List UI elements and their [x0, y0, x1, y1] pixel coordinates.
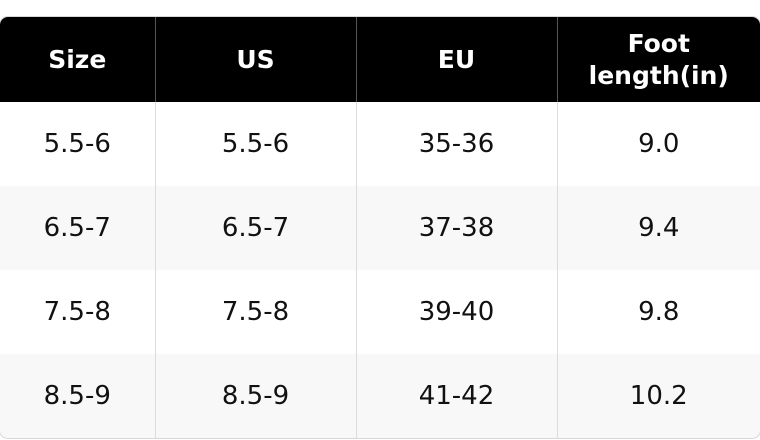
table-cell: 9.0: [638, 129, 680, 159]
size-table-container: Size US EU Foot length(in) 5.5-6 5.5-6 35-36 9…: [0, 17, 760, 438]
header-cell: Foot length(in): [557, 17, 760, 102]
table-row: 5.5-6 5.5-6 35-36 9.0: [0, 102, 760, 186]
table-cell: 39-40: [356, 270, 558, 354]
table-cell: 6.5-7: [155, 186, 357, 270]
table-cell: 9.8: [638, 297, 680, 327]
table-cell: 8.5-9: [155, 354, 357, 438]
table-cell: 37-38: [356, 186, 558, 270]
table-row: 7.5-8 7.5-8 39-40 9.8: [0, 270, 760, 354]
header-cell: EU: [356, 17, 558, 102]
table-cell: 9.4: [557, 186, 760, 270]
table-cell: 7.5-8: [0, 270, 156, 354]
header-cell: US: [155, 17, 357, 102]
table-cell: 5.5-6: [155, 102, 357, 186]
table-row: 8.5-9 8.5-9 41-42 10.2: [0, 354, 760, 438]
table-cell: 8.5-9: [0, 354, 156, 438]
table-cell: 6.5-7: [0, 186, 156, 270]
table-cell: 41-42: [356, 354, 558, 438]
table-row: 6.5-7 6.5-7 37-38 9.4: [0, 186, 760, 270]
table-cell: 5.5-6: [0, 102, 156, 186]
table-cell: 10.2: [557, 354, 760, 438]
header-row: Size US EU Foot length(in): [0, 17, 760, 102]
table-cell: 7.5-8: [155, 270, 357, 354]
size-table: Size US EU Foot length(in) 5.5-6 5.5-6 35-36 9…: [0, 17, 760, 438]
table-body: 5.5-6 5.5-6 35-36 9.0 6.5-7 6.5-7 37-38 9.4 7.5-…: [0, 102, 760, 438]
header-cell: Size: [0, 17, 156, 102]
table-cell: 35-36: [356, 102, 558, 186]
